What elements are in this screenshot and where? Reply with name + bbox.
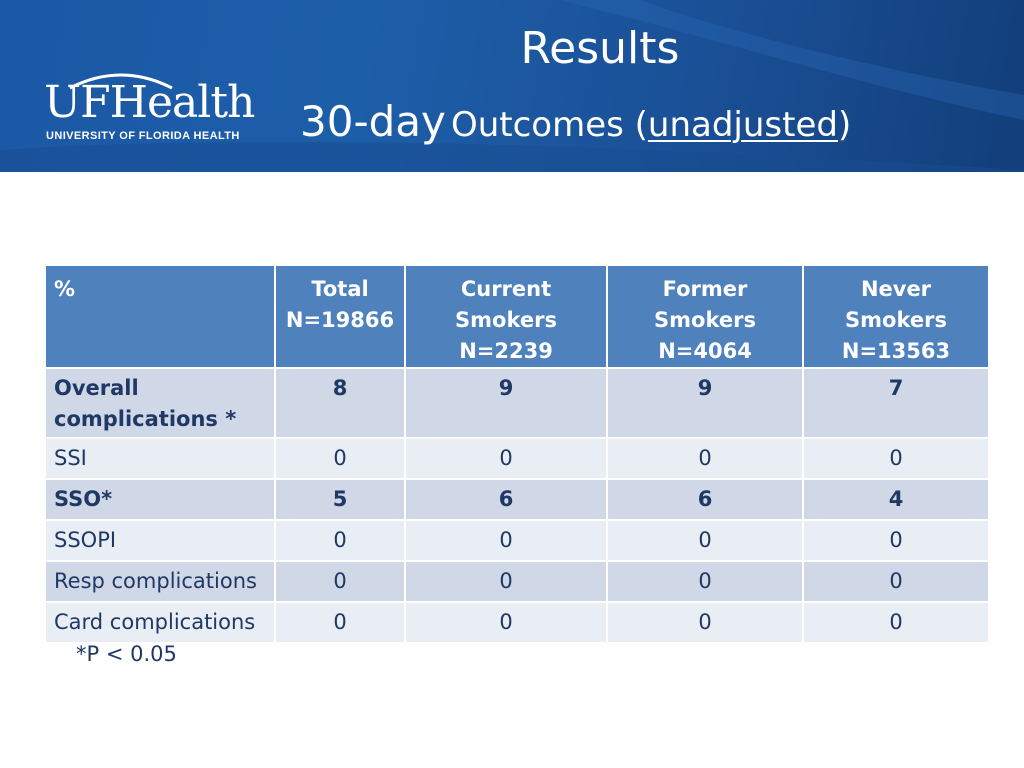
subtitle-days: 30-day: [300, 97, 446, 146]
table-row-ssi: SSI 0 0 0 0: [46, 439, 988, 478]
table-cell: 5: [276, 480, 404, 519]
table-row-ssopi: SSOPI 0 0 0 0: [46, 521, 988, 560]
table-cell: 9: [608, 369, 802, 437]
logo-wordmark: UFHealth: [44, 77, 255, 128]
table-cell: 7: [804, 369, 988, 437]
table-cell: 0: [804, 439, 988, 478]
row-label: Resp complications: [46, 562, 274, 601]
table-cell: 0: [406, 439, 606, 478]
outcomes-table: % Total N=19866 Current Smokers N=2239 For…: [44, 264, 990, 644]
header-banner: UFHealth UNIVERSITY OF FLORIDA HEALTH Re…: [0, 0, 1024, 172]
column-header-current-smokers: Current Smokers N=2239: [406, 266, 606, 367]
table-cell: 9: [406, 369, 606, 437]
table-cell: 0: [276, 439, 404, 478]
column-header-former-smokers: Former Smokers N=4064: [608, 266, 802, 367]
uf-health-logo: UFHealth UNIVERSITY OF FLORIDA HEALTH: [44, 68, 255, 148]
subtitle-close-paren: ): [837, 105, 852, 145]
logo-arc-icon: [69, 73, 173, 90]
table-cell: 0: [276, 603, 404, 642]
table-cell: 0: [276, 562, 404, 601]
table-cell: 0: [406, 603, 606, 642]
row-label: SSOPI: [46, 521, 274, 560]
row-label: SSO*: [46, 480, 274, 519]
table-cell: 0: [608, 603, 802, 642]
subtitle-unadjusted: unadjusted: [647, 105, 838, 145]
slide-subtitle: 30-day Outcomes (unadjusted): [300, 94, 851, 159]
table-header-row: % Total N=19866 Current Smokers N=2239 For…: [46, 266, 988, 367]
table-cell: 0: [608, 521, 802, 560]
row-label: Card complications: [46, 603, 274, 642]
table-cell: 0: [804, 521, 988, 560]
background-swoosh: [0, 0, 1024, 172]
table-row-card-complications: Card complications 0 0 0 0: [46, 603, 988, 642]
table-cell: 8: [276, 369, 404, 437]
table-row-resp-complications: Resp complications 0 0 0 0: [46, 562, 988, 601]
footnote: *P < 0.05: [76, 642, 177, 666]
table-cell: 0: [276, 521, 404, 560]
table-cell: 0: [406, 562, 606, 601]
table-row-overall-complications: Overall complications * 8 9 9 7: [46, 369, 988, 437]
slide-title: Results: [520, 23, 680, 74]
table-cell: 0: [804, 562, 988, 601]
table-row-sso: SSO* 5 6 6 4: [46, 480, 988, 519]
table-cell: 6: [406, 480, 606, 519]
table-cell: 0: [804, 603, 988, 642]
table-cell: 0: [608, 439, 802, 478]
logo-subtext: UNIVERSITY OF FLORIDA HEALTH: [46, 130, 240, 142]
column-header-total: Total N=19866: [276, 266, 404, 367]
row-label: SSI: [46, 439, 274, 478]
column-header-percent: %: [46, 266, 274, 367]
table-cell: 6: [608, 480, 802, 519]
subtitle-outcomes: Outcomes (: [450, 105, 648, 145]
column-header-never-smokers: Never Smokers N=13563: [804, 266, 988, 367]
table-cell: 4: [804, 480, 988, 519]
table-cell: 0: [608, 562, 802, 601]
table-cell: 0: [406, 521, 606, 560]
row-label: Overall complications *: [46, 369, 274, 437]
